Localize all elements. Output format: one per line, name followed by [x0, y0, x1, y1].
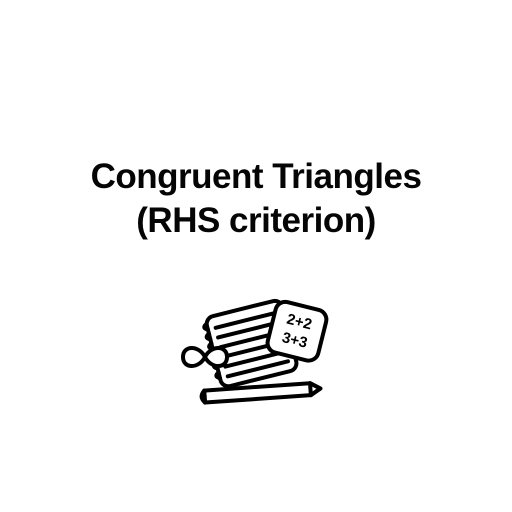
title-line-2: (RHS criterion): [91, 199, 422, 243]
illustration-svg: 2+2 3+3: [161, 271, 351, 421]
math-study-icon: 2+2 3+3: [161, 271, 351, 426]
title-line-1: Congruent Triangles: [91, 155, 422, 199]
infinity-icon: [183, 348, 227, 366]
math-card-icon: 2+2 3+3: [265, 299, 328, 362]
pencil-icon: [201, 382, 321, 402]
page-title: Congruent Triangles (RHS criterion): [91, 155, 422, 243]
